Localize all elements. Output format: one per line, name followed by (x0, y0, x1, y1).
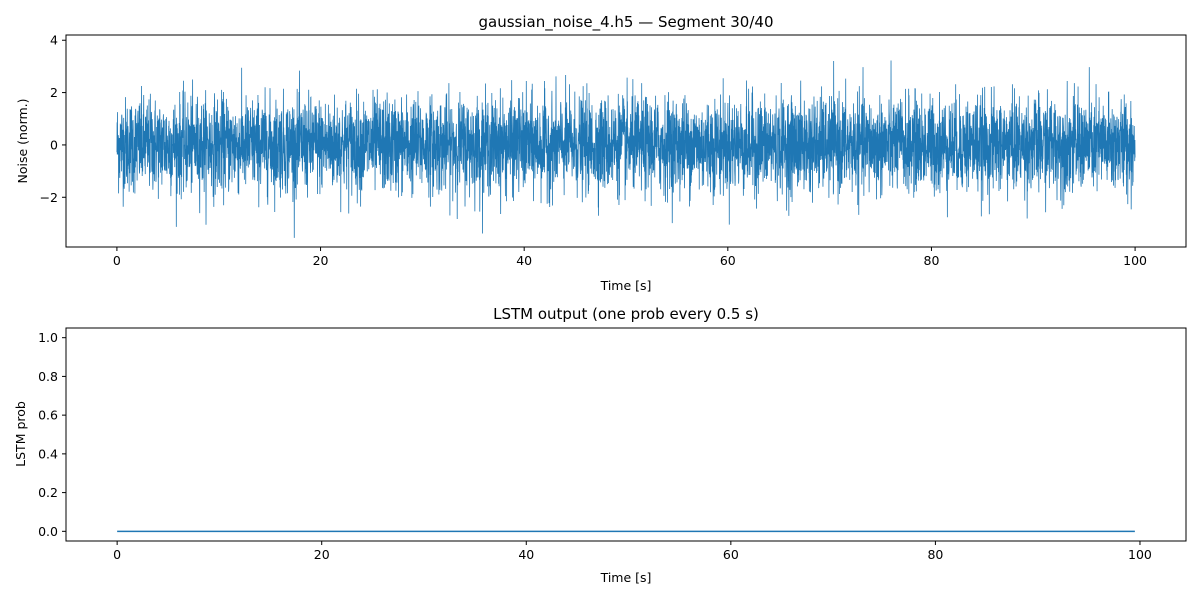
lstm-y-tick-label: 0.6 (38, 408, 58, 423)
lstm-y-tick-label: 1.0 (38, 330, 58, 345)
lstm-x-axis-label: Time [s] (600, 570, 652, 585)
noise-x-ticks: 0 20 40 60 80 100 (113, 247, 1147, 268)
lstm-x-tick-label: 20 (314, 547, 330, 562)
noise-y-ticks: −2 0 2 4 (40, 33, 66, 205)
lstm-x-tick-label: 60 (723, 547, 739, 562)
lstm-x-tick-label: 100 (1128, 547, 1152, 562)
lstm-x-ticks: 0 20 40 60 80 100 (113, 541, 1152, 562)
lstm-y-axis-label: LSTM prob (13, 401, 28, 467)
noise-y-tick-label: 2 (50, 85, 58, 100)
noise-plot-area (116, 60, 1136, 238)
lstm-x-tick-label: 40 (518, 547, 534, 562)
lstm-panel: LSTM output (one prob every 0.5 s) 0 20 40… (13, 305, 1187, 585)
noise-y-tick-label: 4 (50, 33, 58, 48)
noise-y-tick-label: 0 (50, 137, 58, 152)
lstm-x-tick-label: 80 (927, 547, 943, 562)
lstm-y-tick-label: 0.4 (38, 446, 58, 461)
lstm-y-tick-label: 0.0 (38, 524, 58, 539)
noise-axes-frame (65, 34, 1187, 248)
noise-x-tick-label: 0 (113, 253, 121, 268)
noise-x-tick-label: 20 (313, 253, 329, 268)
noise-x-axis-label: Time [s] (600, 278, 652, 293)
noise-x-tick-label: 100 (1123, 253, 1147, 268)
noise-series-line (116, 60, 1136, 238)
noise-y-axis-label: Noise (norm.) (15, 98, 30, 183)
noise-y-tick-label: −2 (40, 190, 58, 205)
lstm-y-tick-label: 0.2 (38, 485, 58, 500)
noise-x-tick-label: 80 (924, 253, 940, 268)
lstm-axes-frame (65, 327, 1187, 542)
noise-x-tick-label: 60 (720, 253, 736, 268)
lstm-panel-title: LSTM output (one prob every 0.5 s) (493, 305, 759, 323)
lstm-y-tick-label: 0.8 (38, 369, 58, 384)
noise-x-tick-label: 40 (516, 253, 532, 268)
noise-panel-title: gaussian_noise_4.h5 — Segment 30/40 (478, 13, 773, 32)
lstm-y-ticks: 0.0 0.2 0.4 0.6 0.8 1.0 (38, 330, 66, 539)
noise-panel: gaussian_noise_4.h5 — Segment 30/40 0 20 4… (15, 13, 1187, 293)
lstm-x-tick-label: 0 (113, 547, 121, 562)
